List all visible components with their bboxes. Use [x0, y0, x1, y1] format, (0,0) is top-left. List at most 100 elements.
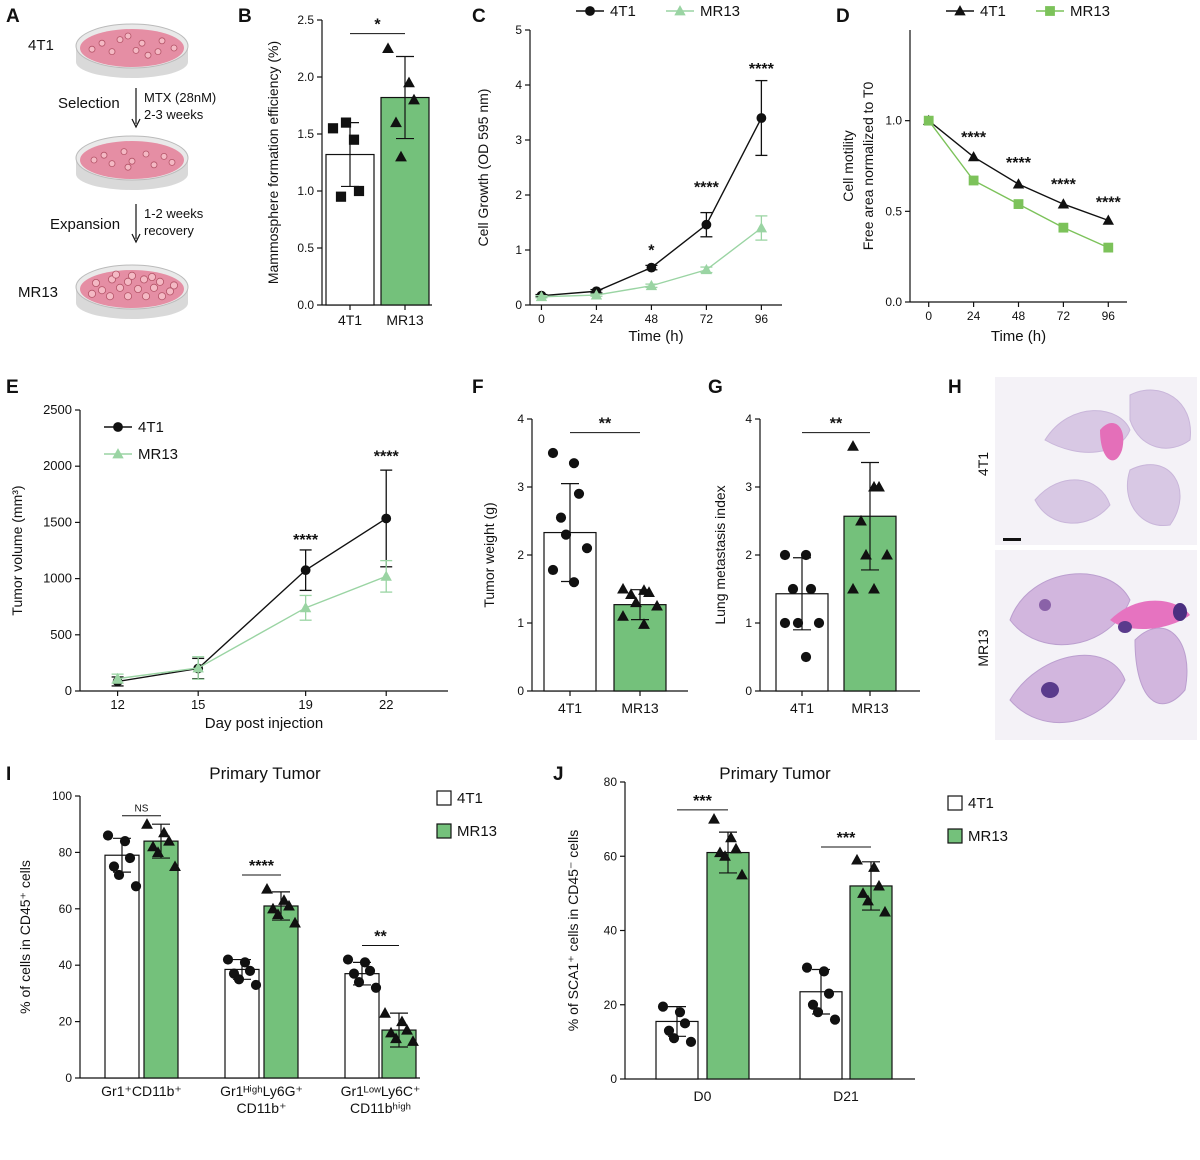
x-tick-label: 22	[379, 697, 393, 712]
data-point	[353, 185, 365, 197]
significance-label: **	[374, 928, 387, 945]
data-point	[267, 902, 279, 914]
legend-marker	[1045, 6, 1055, 16]
y-tick-label: 4	[745, 412, 752, 426]
cell-colony	[124, 277, 133, 286]
data-point	[823, 988, 835, 999]
panel-letter: B	[238, 6, 252, 27]
data-point	[1012, 178, 1025, 189]
data-point	[370, 982, 382, 993]
legend-label: MR13	[1070, 3, 1110, 20]
cell-colony	[124, 163, 132, 171]
data-point	[568, 458, 580, 469]
data-point	[685, 1036, 697, 1047]
data-point	[147, 840, 159, 852]
x-tick-label: 0	[925, 309, 932, 323]
y-tick-label: 2.5	[297, 13, 314, 27]
data-point	[108, 861, 120, 872]
scale-bar	[1003, 538, 1021, 541]
legend-label: 4T1	[138, 419, 164, 436]
data-point	[730, 842, 742, 854]
data-point	[272, 908, 284, 919]
metastasis-nodule-3	[1118, 621, 1132, 633]
y-tick-label: 3	[515, 133, 522, 147]
significance-label: ****	[1006, 155, 1032, 172]
panel-g-bar-chart: G 0 1 2 3 4 Lung metastasis index 4T1 MR13 **	[708, 377, 920, 716]
cell-colony	[116, 283, 125, 292]
data-point	[353, 977, 365, 988]
y-tick-label: 20	[604, 998, 618, 1012]
x-axis-title: Time (h)	[991, 328, 1046, 345]
lung-lobe-7	[1134, 627, 1188, 705]
bar	[263, 905, 299, 1079]
data-point	[725, 831, 737, 843]
group-label: CD11bʰⁱᵍʰ	[350, 1100, 411, 1116]
data-point	[792, 617, 804, 629]
data-point	[1057, 198, 1070, 209]
data-point	[385, 1026, 397, 1038]
y-tick-label: 3	[517, 480, 524, 494]
lung-lobe-5	[1009, 573, 1131, 646]
metastasis-nodule-4	[1039, 599, 1051, 611]
data-point	[283, 899, 295, 911]
x-tick-label: 15	[191, 697, 205, 712]
data-point	[163, 835, 175, 846]
data-point	[560, 529, 572, 540]
x-tick-label: 0	[538, 312, 545, 326]
cell-colony	[120, 148, 128, 156]
x-tick-label: 72	[1057, 309, 1071, 323]
selection-label: Selection	[58, 95, 120, 112]
data-point	[719, 850, 731, 861]
data-point	[736, 868, 748, 880]
data-point	[141, 818, 153, 829]
data-point	[657, 1001, 669, 1012]
cell-colony	[98, 286, 107, 295]
category-label: MR13	[851, 700, 889, 716]
y-tick-label: 0	[65, 683, 72, 698]
y-tick-label: 2500	[43, 402, 72, 417]
cell-colony	[90, 156, 98, 164]
cell-colony	[106, 292, 115, 301]
expansion-detail-2: recovery	[144, 223, 194, 238]
chart-title: Primary Tumor	[719, 764, 831, 783]
panel-letter: J	[553, 764, 564, 785]
cell-colony	[168, 158, 176, 166]
data-point	[851, 853, 863, 865]
data-point	[812, 1007, 824, 1018]
y-tick-label: 1	[515, 243, 522, 257]
significance-label: ****	[1051, 177, 1077, 194]
data-point	[801, 962, 813, 973]
data-point	[335, 191, 347, 202]
panel-j-grouped-bar-chart: J Primary Tumor 0 20 40 60 80 % of SCA1⁺ cells …	[553, 764, 1008, 1104]
legend-label: MR13	[700, 3, 740, 20]
data-point	[779, 549, 791, 561]
culture-medium	[80, 29, 184, 67]
y-tick-label: 0.0	[885, 295, 902, 309]
y-tick-label: 500	[50, 627, 72, 642]
data-point	[805, 583, 817, 595]
legend-label: MR13	[138, 446, 178, 463]
x-tick-label: 72	[700, 312, 714, 326]
chart-title: Primary Tumor	[209, 764, 321, 783]
legend-marker	[113, 422, 123, 432]
significance-label: *	[648, 243, 655, 260]
cell-colony	[88, 45, 96, 53]
group-label: Gr1ᴴⁱᵍʰLy6G⁺	[220, 1083, 303, 1099]
data-point	[923, 115, 934, 126]
data-point	[881, 548, 893, 560]
cell-colony	[124, 32, 132, 40]
cell-colony	[92, 278, 101, 287]
cell-colony	[128, 157, 136, 165]
series-line	[117, 575, 387, 680]
data-point	[701, 219, 712, 230]
significance-label: ****	[694, 179, 720, 196]
data-point	[535, 290, 548, 302]
panel-e-line-chart: E 0 500 1000 1500 2000 2500 Tumor volume (mm³) 1…	[6, 377, 448, 732]
y-tick-label: 0	[517, 684, 524, 698]
y-axis-title: Tumor weight (g)	[481, 502, 497, 607]
series-line	[117, 517, 387, 683]
data-point	[708, 813, 720, 824]
data-point	[359, 957, 371, 968]
y-axis-title: Mammosphere formation efficiency (%)	[265, 41, 281, 284]
data-point	[651, 599, 663, 611]
